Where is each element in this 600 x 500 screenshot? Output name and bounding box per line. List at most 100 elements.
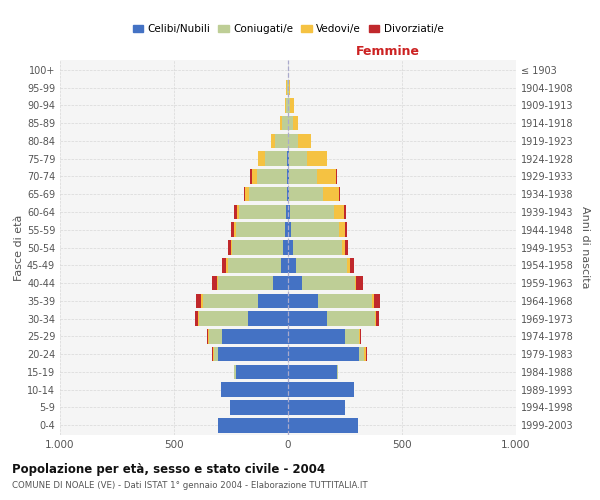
Bar (199, 312, 248, 326)
Bar (344, 204, 346, 219)
Bar (236, 204, 239, 219)
Bar (203, 294, 259, 308)
Bar (356, 276, 363, 290)
Legend: Celibi/Nubili, Coniugati/e, Vedovi/e, Divorziati/e: Celibi/Nubili, Coniugati/e, Vedovi/e, Di… (128, 20, 448, 38)
Bar (239, 204, 286, 219)
Bar (251, 169, 257, 184)
Bar (231, 240, 232, 255)
Bar (296, 258, 347, 272)
Bar (288, 169, 289, 184)
Bar (289, 169, 317, 184)
Bar (281, 258, 288, 272)
Bar (244, 187, 245, 202)
Bar (288, 98, 290, 112)
Bar (334, 204, 344, 219)
Bar (347, 258, 350, 272)
Bar (250, 169, 251, 184)
Bar (288, 312, 327, 326)
Bar (288, 294, 317, 308)
Bar (218, 276, 273, 290)
Bar (230, 400, 288, 414)
Bar (288, 134, 298, 148)
Bar (217, 276, 218, 290)
Bar (364, 347, 365, 362)
Bar (288, 418, 358, 432)
Bar (288, 258, 296, 272)
Bar (222, 258, 226, 272)
Bar (265, 152, 287, 166)
Bar (287, 169, 288, 184)
Bar (236, 364, 288, 379)
Bar (287, 80, 288, 95)
Bar (214, 347, 218, 362)
Bar (283, 240, 288, 255)
Bar (302, 276, 355, 290)
Bar (227, 258, 281, 272)
Bar (359, 347, 364, 362)
Bar (273, 276, 288, 290)
Bar (222, 329, 288, 344)
Bar (221, 382, 288, 397)
Bar (284, 98, 286, 112)
Bar (288, 347, 359, 362)
Bar (259, 294, 288, 308)
Bar (323, 187, 340, 202)
Bar (345, 329, 359, 344)
Bar (194, 312, 198, 326)
Bar (373, 294, 380, 308)
Bar (290, 204, 334, 219)
Bar (288, 382, 354, 397)
Bar (292, 222, 340, 237)
Bar (208, 329, 209, 344)
Bar (360, 329, 361, 344)
Bar (290, 98, 294, 112)
Y-axis label: Anni di nascita: Anni di nascita (580, 206, 590, 289)
Bar (232, 240, 283, 255)
Bar (288, 116, 293, 130)
Bar (345, 240, 349, 255)
Bar (259, 152, 265, 166)
Bar (293, 240, 341, 255)
Bar (355, 276, 356, 290)
Bar (280, 116, 283, 130)
Bar (293, 116, 298, 130)
Bar (236, 222, 284, 237)
Bar (340, 222, 345, 237)
Bar (257, 169, 287, 184)
Bar (350, 258, 354, 272)
Bar (235, 204, 236, 219)
Bar (287, 187, 288, 202)
Bar (336, 169, 337, 184)
Bar (218, 418, 288, 432)
Bar (212, 347, 213, 362)
Bar (327, 312, 374, 326)
Bar (345, 222, 347, 237)
Bar (231, 222, 235, 237)
Bar (202, 294, 203, 308)
Bar (288, 276, 302, 290)
Bar (226, 258, 227, 272)
Bar (288, 222, 292, 237)
Bar (317, 294, 373, 308)
Bar (337, 364, 338, 379)
Bar (284, 222, 288, 237)
Bar (209, 329, 222, 344)
Bar (275, 134, 288, 148)
Bar (359, 329, 360, 344)
Bar (213, 347, 214, 362)
Bar (248, 312, 288, 326)
Bar (288, 187, 289, 202)
Bar (235, 222, 236, 237)
Bar (288, 240, 293, 255)
Bar (289, 187, 323, 202)
Bar (374, 312, 376, 326)
Bar (287, 152, 288, 166)
Bar (212, 276, 217, 290)
Bar (235, 364, 236, 379)
Bar (288, 152, 289, 166)
Bar (317, 169, 336, 184)
Bar (286, 204, 288, 219)
Bar (283, 116, 288, 130)
Bar (365, 347, 367, 362)
Bar (288, 204, 290, 219)
